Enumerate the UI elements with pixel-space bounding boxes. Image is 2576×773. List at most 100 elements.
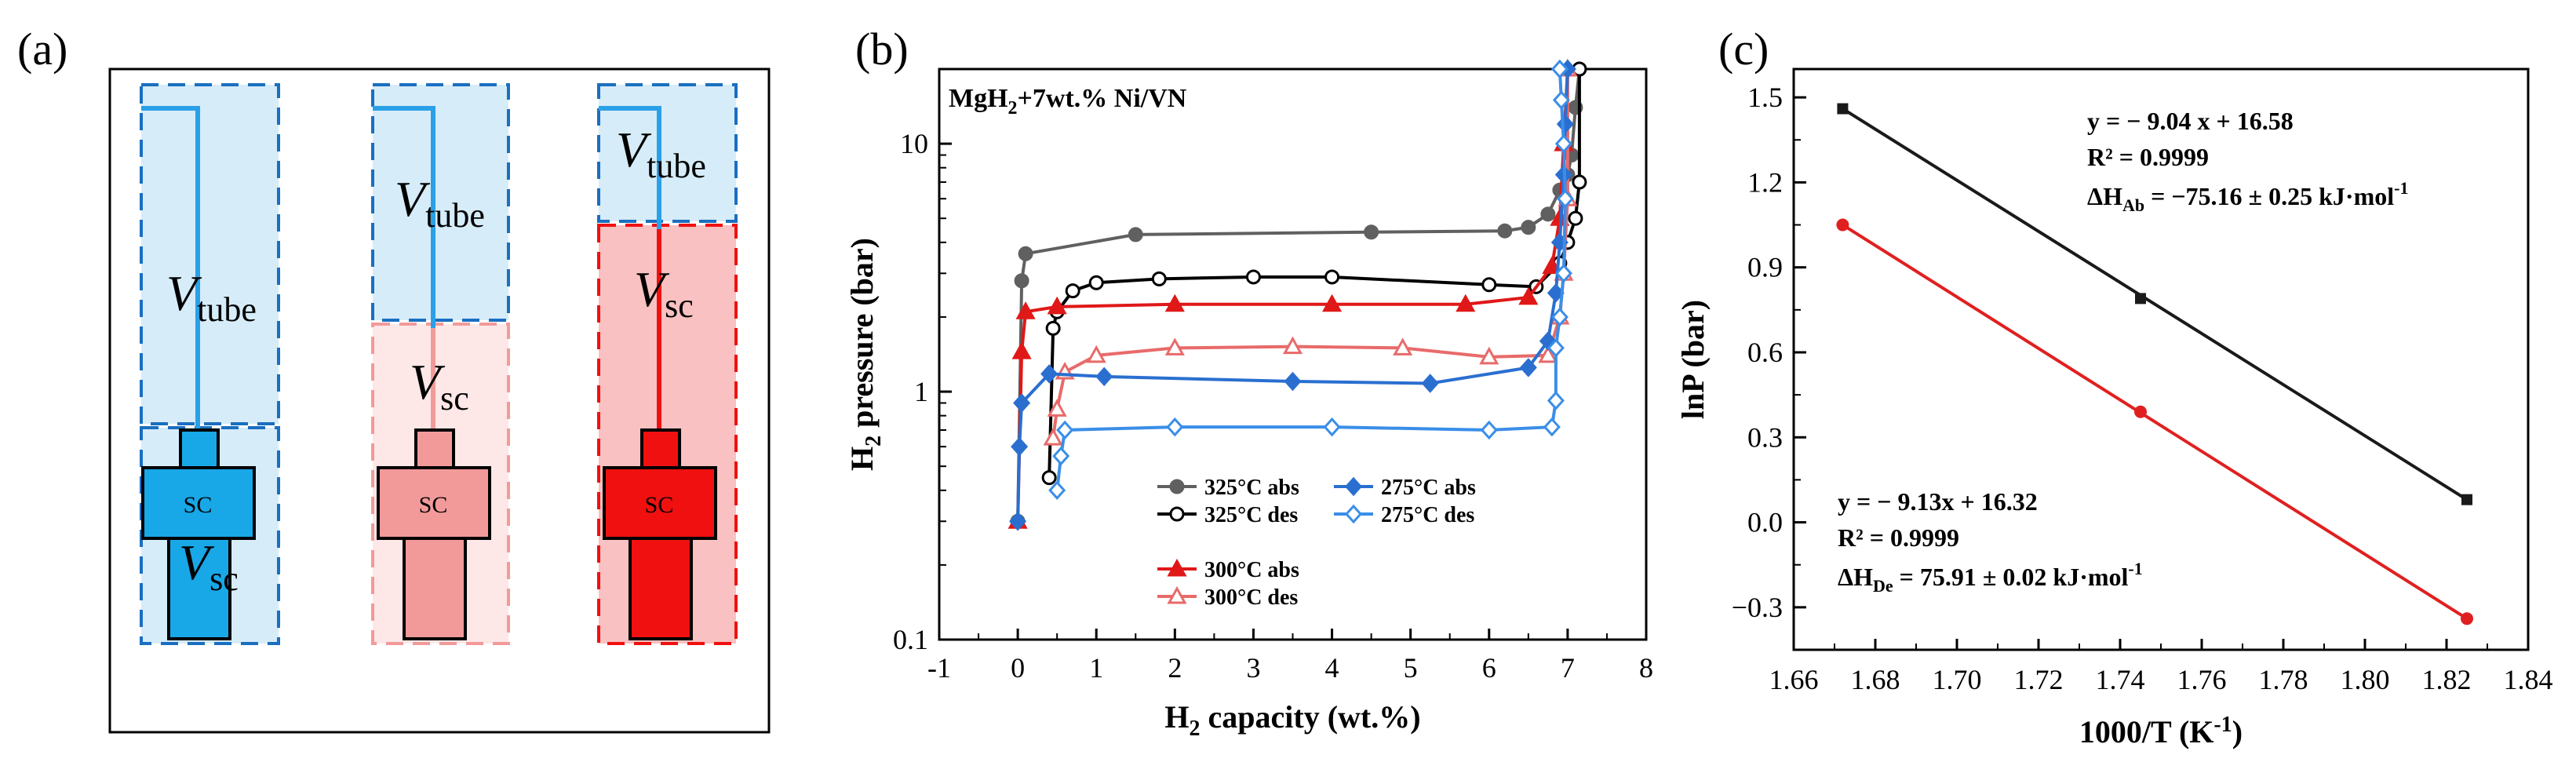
text-part: De — [1873, 576, 1893, 596]
y-tick-label: 1.2 — [1747, 166, 1783, 198]
panel-a-frame — [108, 67, 771, 734]
x-tick-label: 4 — [1325, 652, 1339, 684]
v-symbol: V — [616, 122, 652, 177]
text-part: = −75.16 ± 0.25 kJ·mol — [2144, 182, 2394, 210]
v-symbol: V — [395, 171, 431, 227]
data-point — [1048, 480, 1066, 501]
x-tick-label: 1.76 — [2177, 664, 2227, 695]
data-point — [2135, 293, 2146, 304]
data-point — [1344, 476, 1363, 497]
data-point — [1550, 307, 1569, 327]
enthalpy-label: ΔHAb = −75.16 ± 0.25 kJ·mol-1 — [2087, 178, 2408, 215]
data-point — [1045, 320, 1061, 336]
legend-label: 275°C des — [1381, 503, 1474, 527]
x-tick-label: 1.78 — [2259, 664, 2308, 695]
legend-label: 325°C abs — [1204, 476, 1299, 500]
text-part: Ab — [2122, 195, 2144, 215]
data-point — [1284, 371, 1302, 392]
data-point — [1479, 346, 1499, 365]
text-part: ΔH — [2087, 182, 2122, 210]
series-line — [1048, 69, 1581, 478]
y-tick-label: 1 — [914, 376, 928, 407]
data-point — [1282, 336, 1303, 355]
data-point — [1550, 59, 1569, 79]
v-subscript: tube — [197, 290, 257, 329]
data-point — [1018, 246, 1033, 261]
y-tick-label: 10 — [900, 128, 928, 159]
data-point — [1547, 391, 1565, 410]
y-tick-label: 1.5 — [1747, 82, 1783, 113]
text-part: pressure (bar) — [844, 238, 880, 436]
x-axis-label: 1000/T (K-1) — [2079, 713, 2243, 749]
tube-volume-box — [597, 83, 738, 223]
data-point — [1547, 338, 1565, 358]
data-point — [1521, 220, 1536, 235]
data-point — [1344, 504, 1363, 524]
legend-label: 275°C abs — [1381, 476, 1476, 500]
v-tube-label: Vtube — [616, 122, 706, 185]
data-point — [1324, 269, 1340, 285]
sample-cell-base — [629, 537, 693, 640]
pipe-line — [141, 106, 200, 432]
sample-cell-body — [377, 466, 491, 540]
x-tick-label: 1.74 — [2096, 664, 2145, 695]
x-tick-label: 7 — [1561, 652, 1575, 684]
sample-cell-neck — [179, 428, 220, 469]
series-300-c-des — [1043, 58, 1578, 446]
data-point — [1568, 210, 1583, 226]
text-part: H — [1164, 699, 1189, 735]
data-point — [1167, 585, 1187, 604]
data-point — [1456, 294, 1476, 312]
tube-volume-box — [140, 83, 280, 425]
data-point — [1040, 364, 1058, 384]
x-tick-label: 2 — [1168, 652, 1182, 684]
series-line — [1016, 68, 1569, 522]
panel-b-label: (b) — [855, 24, 909, 75]
series-absorption — [1837, 103, 2472, 505]
x-tick-label: 1 — [1089, 652, 1103, 684]
series-300-c-abs — [1007, 58, 1578, 529]
x-tick-label: 1.68 — [1851, 664, 1900, 695]
data-point — [1086, 345, 1106, 363]
text-part: +7wt.% Ni/VN — [1018, 84, 1187, 113]
data-point — [1167, 558, 1187, 577]
series-275-c-abs — [1009, 59, 1576, 531]
data-point — [1047, 399, 1067, 417]
data-point — [1323, 417, 1341, 437]
y-tick-label: 0.6 — [1747, 337, 1783, 368]
v-symbol: V — [179, 534, 215, 590]
data-point — [1151, 271, 1167, 286]
text-part: -1 — [2128, 559, 2142, 578]
data-point — [1043, 428, 1063, 446]
data-point — [1518, 286, 1539, 305]
text-part: capacity (wt.%) — [1201, 699, 1421, 735]
y-tick-label: 0.0 — [1747, 507, 1783, 538]
data-point — [1480, 420, 1498, 440]
data-point — [1015, 301, 1036, 319]
data-point — [1009, 512, 1027, 531]
data-point — [1065, 283, 1080, 299]
y-tick-label: 0.1 — [893, 624, 928, 655]
x-tick-label: 8 — [1639, 652, 1653, 684]
data-point — [1164, 294, 1185, 312]
text-part: H — [844, 447, 880, 471]
sc-label: SC — [645, 492, 674, 518]
data-point — [1011, 341, 1032, 359]
data-point — [1014, 273, 1029, 289]
data-point — [1481, 277, 1497, 293]
data-point — [1393, 337, 1413, 356]
panel-a-label: (a) — [17, 24, 67, 75]
data-point — [1011, 436, 1029, 457]
data-point — [1540, 206, 1556, 222]
data-point — [1837, 103, 1849, 115]
v-subscript: sc — [210, 560, 239, 598]
sample-cell-neck — [414, 428, 455, 469]
y-tick-label: 0.9 — [1747, 252, 1783, 283]
legend-label: 300°C abs — [1204, 558, 1299, 582]
r-squared: R² = 0.9999 — [2087, 143, 2209, 171]
legend-label: 300°C des — [1204, 585, 1298, 610]
x-tick-label: 1.66 — [1769, 664, 1819, 695]
data-point — [1543, 417, 1561, 437]
v-sc-label: Vsc — [634, 261, 694, 325]
